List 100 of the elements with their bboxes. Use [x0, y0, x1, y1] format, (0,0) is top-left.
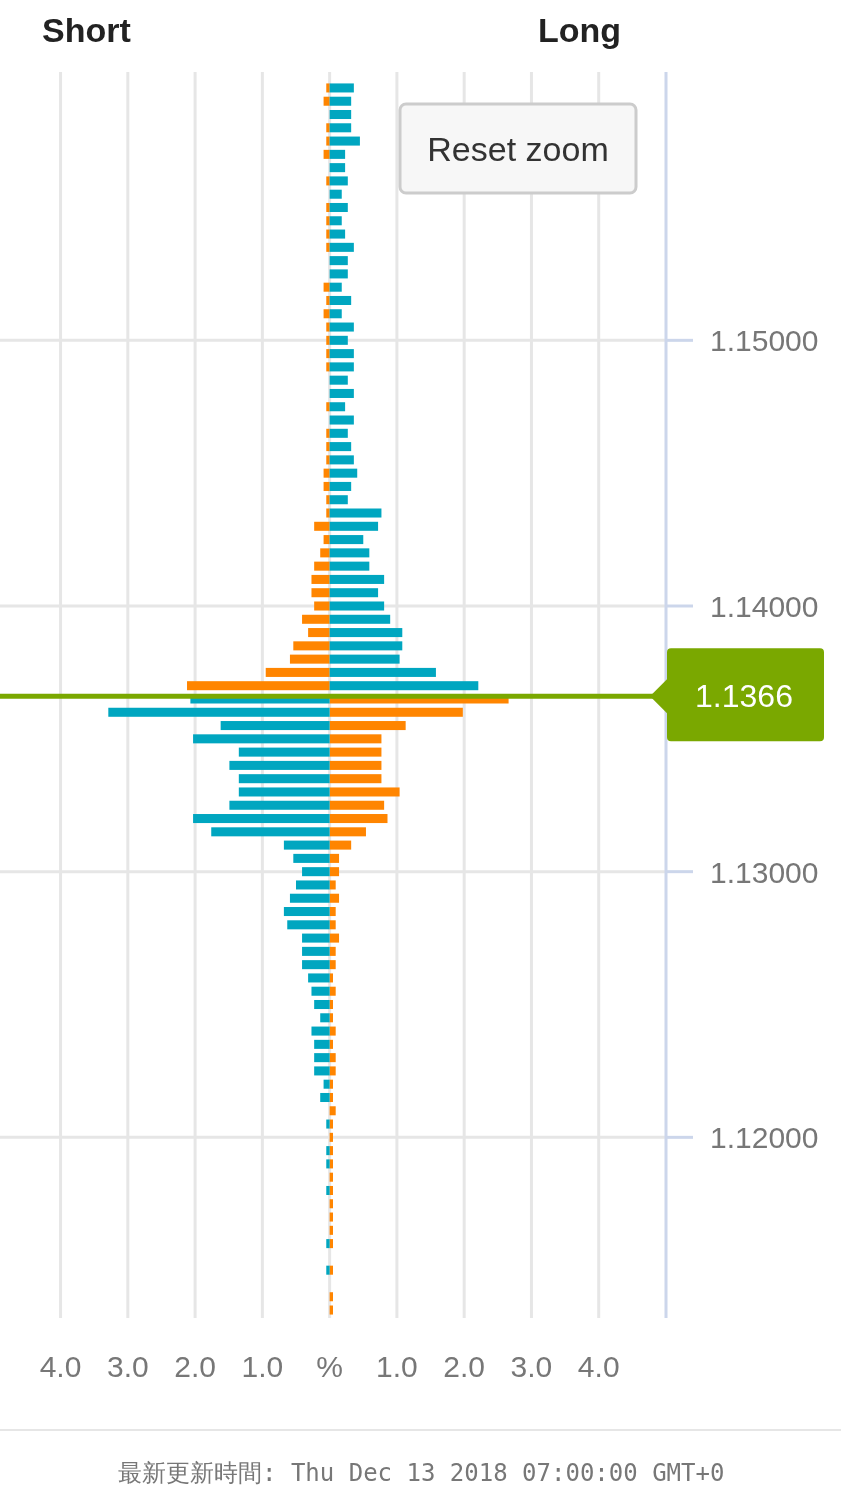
bar [311, 588, 330, 598]
x-tick-label: 2.0 [443, 1350, 486, 1383]
bar [326, 335, 330, 345]
bar [329, 840, 352, 850]
bar [308, 628, 330, 638]
bar [329, 295, 352, 305]
bar [329, 867, 340, 877]
bar [329, 242, 354, 252]
bar [329, 388, 354, 398]
bar [326, 495, 330, 505]
bar [329, 109, 352, 120]
bar [329, 96, 352, 106]
bar [326, 202, 330, 213]
bar [320, 1013, 330, 1023]
bar [326, 176, 330, 186]
bar [238, 787, 330, 797]
bar [329, 521, 379, 531]
text: Long [537, 11, 621, 49]
bar [329, 614, 391, 624]
bar [329, 309, 342, 319]
bar [329, 428, 348, 438]
bar [329, 468, 358, 478]
bar [229, 800, 330, 810]
bar [326, 455, 330, 465]
bar [329, 189, 342, 199]
bar [326, 83, 330, 93]
bar [329, 946, 336, 956]
bar [329, 734, 382, 744]
bar [326, 428, 330, 438]
bar [311, 574, 330, 584]
bar [308, 973, 330, 983]
bar [238, 774, 330, 784]
bar [329, 1106, 336, 1116]
bar [329, 827, 366, 837]
x-tick-label: 4.0 [577, 1350, 620, 1383]
bar [283, 907, 330, 917]
bar [326, 322, 330, 332]
bar [329, 986, 336, 996]
bar [329, 402, 346, 412]
bar [329, 1092, 333, 1103]
bar [329, 1039, 333, 1049]
bar [329, 561, 370, 571]
bar [329, 216, 342, 226]
bar [329, 667, 436, 677]
bar [329, 893, 340, 903]
bar [329, 322, 354, 332]
y-tick-label: 1.15000 [710, 324, 819, 358]
bar [326, 295, 330, 305]
bar [329, 269, 348, 279]
bar [329, 335, 348, 345]
bar [329, 1132, 333, 1142]
bar [329, 495, 348, 505]
bar [326, 136, 330, 146]
bar [329, 787, 400, 797]
bar [329, 149, 346, 159]
y-tick-label: 1.14000 [710, 590, 819, 623]
bar [329, 588, 379, 598]
bar [329, 163, 346, 173]
bar [287, 920, 330, 930]
bar [314, 521, 330, 531]
bar [320, 548, 330, 558]
bar [329, 880, 336, 890]
bar [326, 216, 330, 226]
bar [329, 721, 406, 731]
bar [329, 282, 342, 292]
bar [329, 601, 385, 611]
bar [329, 442, 352, 452]
bar [326, 229, 330, 239]
bar [329, 960, 336, 970]
bar [329, 83, 354, 93]
x-tick-label: 1.0 [241, 1350, 284, 1383]
bar [289, 654, 330, 664]
bar [193, 734, 330, 744]
bar [323, 282, 330, 292]
bar [329, 1305, 333, 1315]
bar [229, 760, 330, 770]
bar [323, 535, 330, 545]
bar [326, 242, 330, 252]
x-tick-label: 4.0 [39, 1350, 82, 1383]
bar [323, 468, 330, 478]
bar [329, 202, 348, 213]
bar [329, 999, 333, 1010]
y-tick-label: 1.12000 [710, 1121, 819, 1155]
ref-line: 1.1366 [0, 648, 824, 742]
bar [329, 455, 354, 465]
bar [329, 481, 352, 491]
bar [265, 667, 330, 677]
bar [314, 561, 330, 571]
bar [238, 747, 330, 757]
bar [329, 973, 333, 983]
bar [296, 880, 330, 890]
bar [326, 508, 330, 518]
bar [289, 893, 330, 903]
bar [329, 774, 382, 784]
bar [314, 1039, 330, 1049]
bar [329, 123, 352, 133]
bar [326, 123, 330, 133]
bar [329, 1172, 333, 1182]
bar [293, 853, 330, 863]
bar [193, 814, 330, 824]
